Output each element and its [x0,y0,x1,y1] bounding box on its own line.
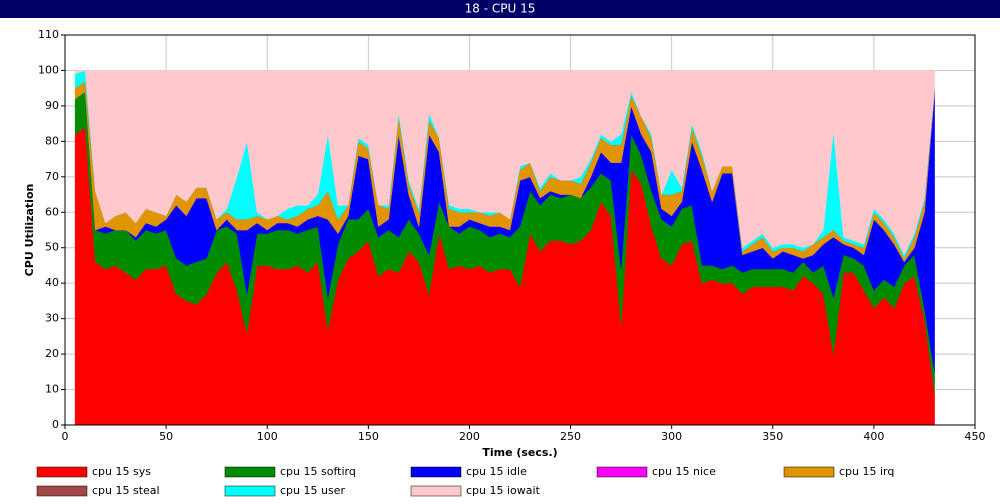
x-tick-label: 400 [863,430,884,443]
y-tick-label: 100 [38,63,59,76]
x-tick-label: 300 [661,430,682,443]
y-tick-label: 20 [45,347,59,360]
legend-swatch [224,485,276,497]
x-tick-label: 450 [965,430,986,443]
title-bar [0,0,1000,18]
y-tick-label: 70 [45,170,59,183]
plot-area: 0 50 100 150 200 250 300 350 400 450 0 10 20 30 40 50 60… [38,28,986,443]
y-tick-label: 80 [45,134,59,147]
y-tick-label: 0 [52,418,59,431]
y-tick-label: 30 [45,312,59,325]
y-axis-label: CPU Utilization [23,184,36,277]
legend-swatch [224,466,276,478]
legend-label: cpu 15 iowait [466,484,541,497]
legend-label: cpu 15 sys [92,465,151,478]
legend-swatch [596,466,648,478]
x-tick-label: 350 [762,430,783,443]
y-tick-label: 50 [45,241,59,254]
y-tick-label: 90 [45,99,59,112]
x-tick-label: 0 [62,430,69,443]
x-tick-label: 250 [560,430,581,443]
x-tick-label: 200 [459,430,480,443]
legend-swatch [36,466,88,478]
legend-label: cpu 15 steal [92,484,160,497]
legend-label: cpu 15 user [280,484,345,497]
legend-label: cpu 15 irq [839,465,894,478]
y-tick-label: 110 [38,28,59,41]
legend-swatch [36,485,88,497]
x-axis-label: Time (secs.) [482,446,557,459]
legend-label: cpu 15 idle [466,465,527,478]
legend-swatch [410,466,462,478]
legend-label: cpu 15 softirq [280,465,356,478]
x-tick-label: 50 [159,430,173,443]
area [74,70,935,256]
legend: cpu 15 sys cpu 15 softirq cpu 15 idle cpu 1… [36,465,894,497]
y-tick-label: 60 [45,205,59,218]
plot-frame [64,34,976,426]
legend-swatch [783,466,835,478]
chart-title: 18 - CPU 15 [465,2,536,16]
legend-swatch [410,485,462,497]
x-tick-label: 100 [257,430,278,443]
y-tick-label: 40 [45,276,59,289]
x-tick-label: 150 [358,430,379,443]
legend-label: cpu 15 nice [652,465,716,478]
y-tick-label: 10 [45,383,59,396]
